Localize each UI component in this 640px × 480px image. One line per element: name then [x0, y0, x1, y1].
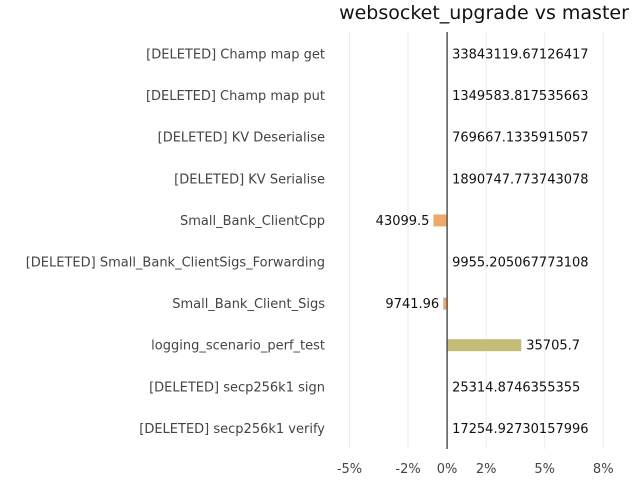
data-label: 43099.5: [376, 214, 430, 229]
x-tick-label: -2%: [395, 462, 420, 477]
label-layer: 33843119.67126417 1349583.817535663 769667…: [376, 48, 589, 437]
bar: [443, 297, 448, 310]
category-label: [DELETED] KV Deserialise: [158, 131, 325, 146]
category-label: [DELETED] Champ map get: [146, 48, 325, 63]
category-label: Small_Bank_Client_Sigs: [172, 297, 325, 312]
bar-layer: [433, 214, 522, 352]
x-tick-label: 0%: [437, 462, 458, 477]
category-axis: [DELETED] Champ map get [DELETED] Champ m…: [26, 48, 326, 437]
category-label: logging_scenario_perf_test: [151, 339, 325, 354]
bar: [433, 214, 448, 227]
category-label: [DELETED] KV Serialise: [174, 172, 325, 187]
x-tick-label: 8%: [593, 462, 614, 477]
data-label: 1349583.817535663: [452, 89, 588, 104]
category-label: [DELETED] secp256k1 verify: [139, 422, 325, 437]
data-label: 1890747.773743078: [452, 172, 588, 187]
category-label: Small_Bank_ClientCpp: [180, 214, 325, 229]
data-label: 769667.1335915057: [452, 131, 588, 146]
bar: [447, 339, 522, 352]
category-label: [DELETED] Small_Bank_ClientSigs_Forwardi…: [26, 256, 325, 271]
data-label: 25314.8746355355: [452, 380, 580, 395]
x-tick-label: 5%: [534, 462, 555, 477]
data-label: 9955.205067773108: [452, 256, 588, 271]
data-label: 9741.96: [385, 297, 439, 312]
category-label: [DELETED] Champ map put: [146, 89, 325, 104]
data-label: 17254.92730157996: [452, 422, 588, 437]
category-label: [DELETED] secp256k1 sign: [149, 380, 325, 395]
x-tick-label: -5%: [337, 462, 362, 477]
chart-title: websocket_upgrade vs master: [339, 2, 629, 24]
x-axis: -5% -2% 0% 2% 5% 8%: [337, 462, 614, 477]
data-label: 35705.7: [526, 339, 580, 354]
x-tick-label: 2%: [476, 462, 497, 477]
data-label: 33843119.67126417: [452, 48, 588, 63]
